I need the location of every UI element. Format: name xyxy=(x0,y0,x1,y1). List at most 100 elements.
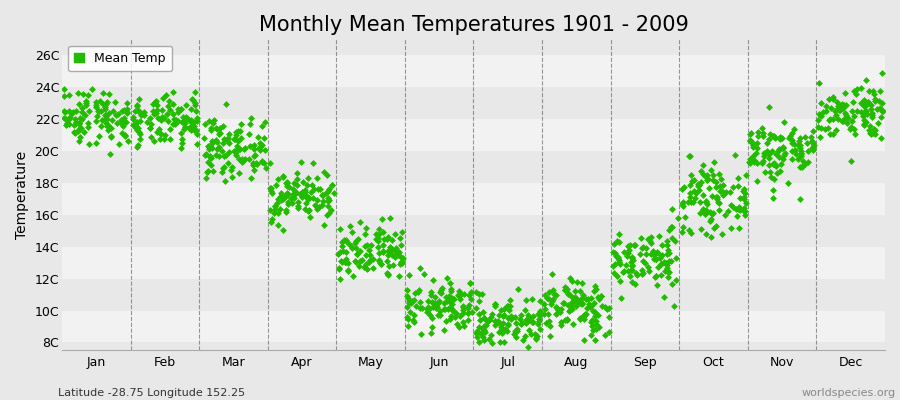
Point xyxy=(322,197,337,203)
Point xyxy=(72,138,86,144)
Point xyxy=(461,309,475,316)
Point xyxy=(456,307,471,314)
Point xyxy=(166,120,180,127)
Point xyxy=(143,125,157,131)
Point xyxy=(743,156,758,162)
Point xyxy=(420,306,435,312)
Point xyxy=(410,289,425,295)
Point xyxy=(244,115,258,122)
Point xyxy=(716,192,730,198)
Point xyxy=(204,144,219,151)
Point xyxy=(622,246,636,253)
Point xyxy=(579,311,593,317)
Point xyxy=(369,231,383,238)
Point xyxy=(452,292,466,299)
Point xyxy=(190,115,204,122)
Point xyxy=(155,114,169,120)
Point xyxy=(375,229,390,236)
Point xyxy=(737,186,751,192)
Point xyxy=(831,102,845,109)
Point xyxy=(202,152,217,159)
Point xyxy=(225,174,239,180)
Point xyxy=(745,138,760,145)
Point xyxy=(214,148,229,154)
Point xyxy=(698,197,713,204)
Point xyxy=(762,169,777,175)
Point xyxy=(614,295,628,301)
Point xyxy=(776,144,790,151)
Point xyxy=(766,195,780,201)
Point xyxy=(706,172,720,178)
Point xyxy=(454,290,469,297)
Point xyxy=(146,101,160,107)
Point xyxy=(761,104,776,110)
Point xyxy=(375,242,390,248)
Point xyxy=(453,313,467,320)
Point xyxy=(488,322,502,328)
Point xyxy=(310,186,325,192)
Point xyxy=(590,326,604,332)
Point xyxy=(392,252,406,258)
Point xyxy=(469,304,483,311)
Point xyxy=(175,130,189,136)
Point xyxy=(589,318,603,325)
Point xyxy=(518,307,533,314)
Point xyxy=(80,124,94,131)
Point xyxy=(864,106,878,112)
Point xyxy=(315,192,329,198)
Point xyxy=(130,119,144,125)
Point xyxy=(371,238,385,244)
Point xyxy=(102,110,116,116)
Point xyxy=(294,189,309,195)
Point xyxy=(543,332,557,339)
Point xyxy=(143,121,157,127)
Point xyxy=(99,113,113,120)
Point xyxy=(658,268,672,275)
Point xyxy=(846,126,860,132)
Point xyxy=(545,271,560,278)
Point xyxy=(264,219,278,226)
Point xyxy=(536,301,551,308)
Point xyxy=(558,284,572,290)
Point xyxy=(575,280,590,286)
Point xyxy=(234,120,248,127)
Point xyxy=(137,112,151,118)
Point xyxy=(409,303,423,309)
Point xyxy=(706,159,721,166)
Point xyxy=(875,70,889,76)
Point xyxy=(756,158,770,164)
Point xyxy=(681,199,696,205)
Point xyxy=(739,172,753,178)
Point xyxy=(190,140,204,147)
Point xyxy=(858,108,872,115)
Point xyxy=(310,197,324,204)
Point xyxy=(501,306,516,313)
Point xyxy=(846,99,860,105)
Point xyxy=(865,110,879,116)
Point xyxy=(584,295,598,302)
Point xyxy=(715,176,729,182)
Point xyxy=(125,122,140,128)
Point xyxy=(247,146,261,152)
Point xyxy=(176,126,191,132)
Point xyxy=(132,118,147,124)
Bar xyxy=(62,247,885,279)
Point xyxy=(733,206,747,213)
Point xyxy=(568,288,582,294)
Point xyxy=(700,172,715,178)
Point xyxy=(850,86,865,92)
Point xyxy=(218,178,232,184)
Point xyxy=(362,247,376,253)
Point xyxy=(114,117,129,124)
Point xyxy=(772,168,787,174)
Point xyxy=(253,140,267,146)
Point xyxy=(248,160,263,166)
Point xyxy=(82,108,96,114)
Point xyxy=(742,138,757,144)
Point xyxy=(580,296,595,302)
Point xyxy=(403,309,418,315)
Point xyxy=(763,131,778,137)
Point xyxy=(625,255,639,261)
Point xyxy=(118,133,132,140)
Point xyxy=(320,198,335,204)
